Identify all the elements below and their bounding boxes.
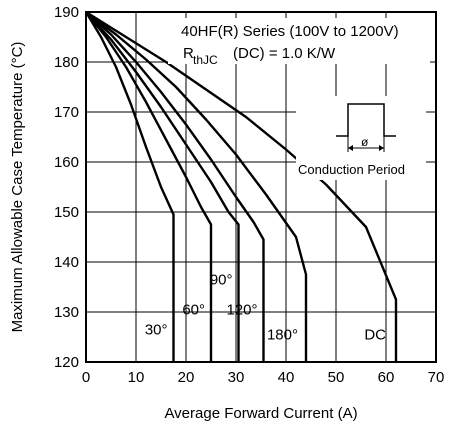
series-label: 60° [182, 302, 205, 319]
x-axis-title: Average Forward Current (A) [164, 405, 357, 422]
y-tick-label: 120 [54, 354, 79, 371]
series-label: 90° [210, 272, 233, 289]
series-line [85, 11, 213, 362]
series-label: 30° [145, 322, 168, 339]
inset-label: Conduction Period [298, 162, 405, 177]
annotation-line2: (DC) = 1.0 K/W [233, 45, 336, 62]
annotation-line1: 40HF(R) Series (100V to 1200V) [181, 23, 399, 40]
y-axis-title: Maximum Allowable Case Temperature (°C) [9, 42, 26, 333]
conduction-inset: ø Conduction Period [296, 96, 426, 180]
y-tick-label: 170 [54, 104, 79, 121]
inset-waveform [336, 103, 396, 137]
series-label: 120° [226, 302, 257, 319]
annotation-rthjc-sub: thJC [193, 53, 218, 67]
x-tick-label: 40 [278, 369, 295, 386]
series-line [84, 11, 175, 362]
series-line [85, 11, 240, 362]
y-tick-label: 130 [54, 304, 79, 321]
inset-box [296, 96, 426, 180]
x-tick-label: 20 [178, 369, 195, 386]
x-tick-label: 0 [82, 369, 90, 386]
y-tick-label: 190 [54, 4, 79, 21]
y-tick-label: 150 [54, 204, 79, 221]
ticks: 0 10 20 30 40 50 60 70 120 130 140 150 160 170 180 190 [54, 4, 444, 386]
inset-symbol: ø [361, 135, 369, 149]
plot-frame [85, 11, 437, 363]
series-label: 180° [267, 327, 298, 344]
x-tick-label: 10 [128, 369, 145, 386]
series-line [85, 11, 308, 362]
curves [84, 10, 398, 362]
curve-labels: 30° 60° 90° 120° 180° DC [145, 272, 386, 344]
x-tick-label: 50 [328, 369, 345, 386]
y-tick-label: 140 [54, 254, 79, 271]
annotation: 40HF(R) Series (100V to 1200V) R thJC (D… [168, 18, 430, 67]
x-tick-label: 30 [228, 369, 245, 386]
y-tick-label: 180 [54, 54, 79, 71]
series-line [85, 10, 398, 362]
x-tick-label: 60 [378, 369, 395, 386]
inset-arrow-left [348, 145, 353, 151]
inset-arrow-right [379, 145, 384, 151]
annotation-rthjc: R [183, 45, 194, 62]
series-label: DC [364, 327, 386, 344]
annotation-box [168, 18, 430, 64]
y-tick-label: 160 [54, 154, 79, 171]
series-line [85, 11, 265, 362]
x-tick-label: 70 [428, 369, 445, 386]
